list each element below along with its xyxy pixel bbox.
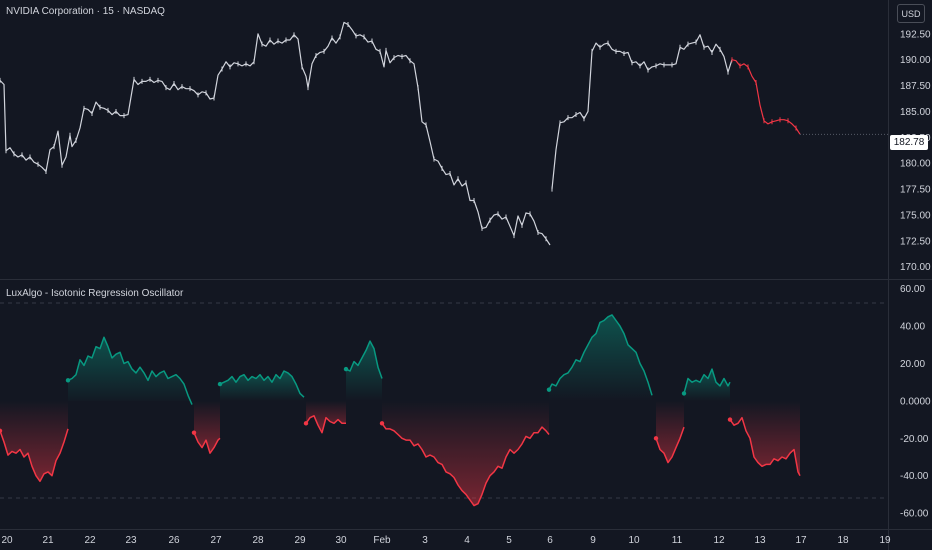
time-tick-label: 19 xyxy=(879,535,891,546)
price-series-line xyxy=(731,59,801,135)
price-tick-label: 175.00 xyxy=(900,210,931,221)
osc-area-fill xyxy=(0,400,68,482)
osc-area-fill xyxy=(684,369,730,401)
time-tick-label: 13 xyxy=(754,535,766,546)
price-series-line xyxy=(551,34,733,190)
time-tick-label: 10 xyxy=(628,535,640,546)
osc-area-fill xyxy=(220,371,304,401)
time-tick-label: 6 xyxy=(547,535,553,546)
osc-series-line xyxy=(219,370,305,398)
time-tick-label: 30 xyxy=(335,535,347,546)
symbol-title: NVIDIA Corporation · 15 · NASDAQ xyxy=(6,6,165,17)
osc-segment-start-dot xyxy=(191,430,197,435)
time-tick-label: 3 xyxy=(422,535,428,546)
currency-button[interactable]: USD xyxy=(897,4,925,23)
price-series-line xyxy=(0,21,551,246)
osc-segment-start-dot xyxy=(546,387,552,392)
price-tick-label: 177.50 xyxy=(900,185,931,196)
osc-series-line xyxy=(67,336,193,405)
osc-area-fill xyxy=(68,337,192,405)
osc-tick-label: 40.00 xyxy=(900,322,925,333)
price-tick-label: 185.00 xyxy=(900,107,931,118)
osc-series-line xyxy=(305,415,346,434)
time-tick-label: 18 xyxy=(837,535,849,546)
osc-series-line xyxy=(345,340,383,379)
time-tick-label: 26 xyxy=(168,535,180,546)
osc-area-fill xyxy=(656,400,684,463)
time-tick-label: 21 xyxy=(42,535,54,546)
time-tick-label: 5 xyxy=(506,535,512,546)
osc-tick-label: 0.0000 xyxy=(900,396,931,407)
osc-area-fill xyxy=(549,314,652,401)
time-tick-label: 4 xyxy=(464,535,470,546)
osc-tick-label: 60.00 xyxy=(900,284,925,295)
osc-segment-start-dot xyxy=(65,378,71,383)
osc-series-line xyxy=(548,314,653,396)
osc-series-line xyxy=(381,422,550,507)
osc-segment-start-dot xyxy=(343,366,349,372)
time-tick-label: 23 xyxy=(125,535,137,546)
price-tick-label: 192.50 xyxy=(900,29,931,40)
time-tick-label: 29 xyxy=(294,535,306,546)
time-tick-label: 9 xyxy=(590,535,596,546)
osc-tick-label: -60.00 xyxy=(900,509,929,520)
osc-series-line xyxy=(193,432,221,454)
osc-segment-start-dot xyxy=(217,381,223,387)
osc-area-fill xyxy=(306,400,346,433)
osc-series-line xyxy=(0,428,69,483)
time-tick-label: 12 xyxy=(713,535,725,546)
price-tick-label: 170.00 xyxy=(900,262,931,273)
time-tick-label: 27 xyxy=(210,535,222,546)
price-tick-label: 187.50 xyxy=(900,81,931,92)
time-tick-label: 17 xyxy=(795,535,807,546)
osc-segment-start-dot xyxy=(303,421,309,426)
osc-area-fill xyxy=(382,400,549,506)
osc-tick-label: -40.00 xyxy=(900,471,929,482)
osc-area-fill xyxy=(194,400,220,454)
osc-segment-start-dot xyxy=(727,417,733,422)
time-tick-label: Feb xyxy=(373,535,391,546)
osc-segment-start-dot xyxy=(653,436,659,441)
time-tick-label: 22 xyxy=(84,535,96,546)
osc-tick-label: -20.00 xyxy=(900,434,929,445)
osc-series-line xyxy=(729,416,801,477)
last-price-label: 182.78 xyxy=(890,135,928,150)
price-tick-label: 190.00 xyxy=(900,55,931,66)
osc-series-line xyxy=(683,368,731,394)
price-tick-label: 180.00 xyxy=(900,159,931,170)
osc-segment-start-dot xyxy=(681,391,687,396)
time-tick-label: 11 xyxy=(672,535,683,546)
osc-segment-start-dot xyxy=(379,421,385,426)
time-tick-label: 20 xyxy=(1,535,13,546)
osc-area-fill xyxy=(346,341,382,401)
osc-segment-start-dot xyxy=(0,428,3,433)
osc-series-line xyxy=(655,426,685,464)
osc-tick-label: 20.00 xyxy=(900,359,925,370)
price-tick-label: 172.50 xyxy=(900,236,931,247)
time-tick-label: 28 xyxy=(252,535,264,546)
indicator-title: LuxAlgo - Isotonic Regression Oscillator xyxy=(6,288,184,299)
